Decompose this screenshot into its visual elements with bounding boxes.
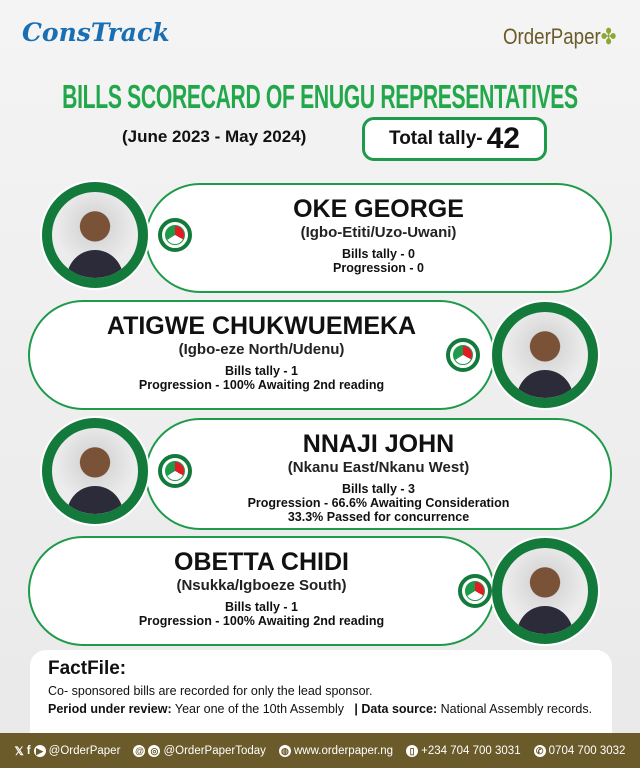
rep-constituency: (Igbo-Etiti/Uzo-Uwani) <box>300 224 457 241</box>
page-title: BILLS SCORECARD OF ENUGU REPRESENTATIVES <box>62 78 578 115</box>
rep-card-nnaji-john: NNAJI JOHN (Nkanu East/Nkanu West) Bills… <box>145 418 612 530</box>
rep-photo <box>42 182 148 288</box>
party-logo-icon <box>446 338 480 372</box>
x-icon: 𝕏 <box>14 745 24 758</box>
rep-bills-tally: Bills tally - 0 <box>342 247 415 261</box>
rep-card-atigwe-chukwuemeka: ATIGWE CHUKWUEMEKA (Igbo-eze North/Udenu… <box>28 300 495 410</box>
whatsapp-icon: ✆ <box>533 744 546 757</box>
rep-progression: Progression - 66.6% Awaiting Considerati… <box>247 496 510 510</box>
footer-phone-1[interactable]: ▯ +234 704 700 3031 <box>406 744 521 757</box>
footer-website[interactable]: ◍ www.orderpaper.ng <box>278 744 394 757</box>
total-tally-value: 42 <box>486 122 520 155</box>
phone-text: 0704 700 3032 <box>548 744 626 757</box>
factfile-title: FactFile: <box>48 658 127 679</box>
rep-bills-tally: Bills tally - 1 <box>225 364 298 378</box>
threads-icon: @ <box>133 744 146 757</box>
rep-constituency: (Igbo-eze North/Udenu) <box>178 341 345 358</box>
factfile-meta: Period under review: Year one of the 10t… <box>48 700 594 718</box>
rep-bills-tally: Bills tally - 3 <box>342 482 415 496</box>
total-tally-box: Total tally- 42 <box>362 117 547 161</box>
footer-phone-2[interactable]: ✆ 0704 700 3032 <box>533 744 626 757</box>
rep-progression: Progression - 0 <box>333 261 424 275</box>
factfile-note: Co- sponsored bills are recorded for onl… <box>48 684 373 698</box>
rep-name: OBETTA CHIDI <box>174 548 349 576</box>
rep-card-obetta-chidi: OBETTA CHIDI (Nsukka/Igboeze South) Bill… <box>28 536 495 646</box>
website-text: www.orderpaper.ng <box>293 744 394 757</box>
factfile-panel: FactFile: Co- sponsored bills are record… <box>30 650 612 733</box>
rep-name: ATIGWE CHUKWUEMEKA <box>106 312 417 340</box>
footer-social-2[interactable]: @ ◎ @OrderPaperToday <box>133 744 266 757</box>
globe-icon: ◍ <box>278 744 291 757</box>
rep-constituency: (Nsukka/Igboeze South) <box>176 577 347 594</box>
rep-bills-tally: Bills tally - 1 <box>225 600 298 614</box>
period-label: Period under review: <box>48 702 172 716</box>
social-handle: @OrderPaper <box>48 744 121 757</box>
rep-progression: Progression - 100% Awaiting 2nd reading <box>138 614 385 628</box>
facebook-icon: f <box>26 744 31 757</box>
rep-photo <box>492 302 598 408</box>
rep-photo <box>492 538 598 644</box>
period-value: Year one of the 10th Assembly <box>171 702 355 716</box>
period-text: (June 2023 - May 2024) <box>122 127 307 146</box>
instagram-icon: ◎ <box>148 744 161 757</box>
rep-progression-2: 33.3% Passed for concurrence <box>287 510 470 524</box>
youtube-icon: ▶ <box>33 744 46 757</box>
orderpaper-logo: OrderPaper✤ <box>503 24 616 50</box>
rep-progression: Progression - 100% Awaiting 2nd reading <box>138 378 385 392</box>
total-tally-label: Total tally- <box>389 128 483 149</box>
rep-photo <box>42 418 148 524</box>
orderpaper-logo-text: OrderPaper <box>502 24 601 49</box>
rep-name: NNAJI JOHN <box>302 430 455 458</box>
party-logo-icon <box>458 574 492 608</box>
phone-icon: ▯ <box>406 744 419 757</box>
rep-card-oke-george: OKE GEORGE (Igbo-Etiti/Uzo-Uwani) Bills … <box>145 183 612 293</box>
social-handle: @OrderPaperToday <box>163 744 266 757</box>
source-value: National Assembly records. <box>437 702 593 716</box>
source-label: | Data source: <box>354 702 438 716</box>
phone-text: +234 704 700 3031 <box>421 744 521 757</box>
constrack-logo: ConsTrack <box>22 18 170 47</box>
party-logo-icon <box>158 454 192 488</box>
rep-name: OKE GEORGE <box>293 195 464 223</box>
rep-constituency: (Nkanu East/Nkanu West) <box>287 459 470 476</box>
orderpaper-mark-icon: ✤ <box>600 24 616 49</box>
party-logo-icon <box>158 218 192 252</box>
